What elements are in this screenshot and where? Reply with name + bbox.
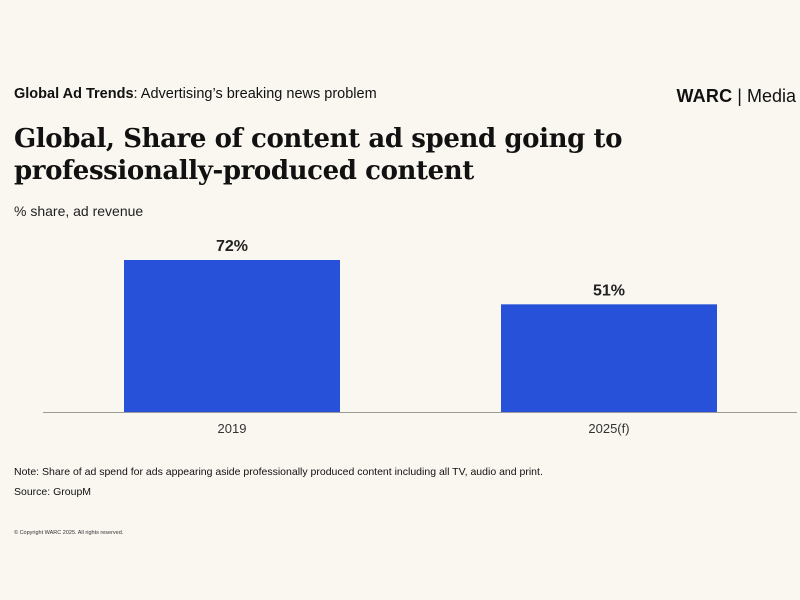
data-label-2019: 72% bbox=[216, 238, 248, 255]
report-topic: : Advertising’s breaking news problem bbox=[133, 86, 377, 102]
chart-title: Global, Share of content ad spend going … bbox=[14, 124, 623, 186]
logo-sub: Media bbox=[746, 86, 796, 106]
source-note: Source: GroupM bbox=[14, 486, 92, 498]
logo-separator: | bbox=[737, 86, 742, 106]
footnote: Note: Share of ad spend for ads appearin… bbox=[14, 466, 543, 478]
bar-2019 bbox=[124, 260, 340, 412]
warc-media-logo: WARC | Media bbox=[676, 86, 796, 107]
report-series-name: Global Ad Trends bbox=[14, 86, 134, 102]
copyright-notice: © Copyright WARC 2025. All rights reserv… bbox=[14, 530, 124, 536]
data-label-2025(f): 51% bbox=[593, 282, 625, 299]
report-kicker: Global Ad Trends: Advertising’s breaking… bbox=[14, 86, 377, 102]
chart-subtitle: % share, ad revenue bbox=[14, 203, 144, 219]
x-tick-label-2019: 2019 bbox=[218, 421, 247, 436]
bar-2025(f) bbox=[501, 304, 717, 412]
x-tick-label-2025(f): 2025(f) bbox=[588, 421, 629, 436]
logo-brand: WARC bbox=[676, 86, 733, 106]
bar-chart: 72% 2019 51% 2025(f) bbox=[43, 238, 797, 436]
